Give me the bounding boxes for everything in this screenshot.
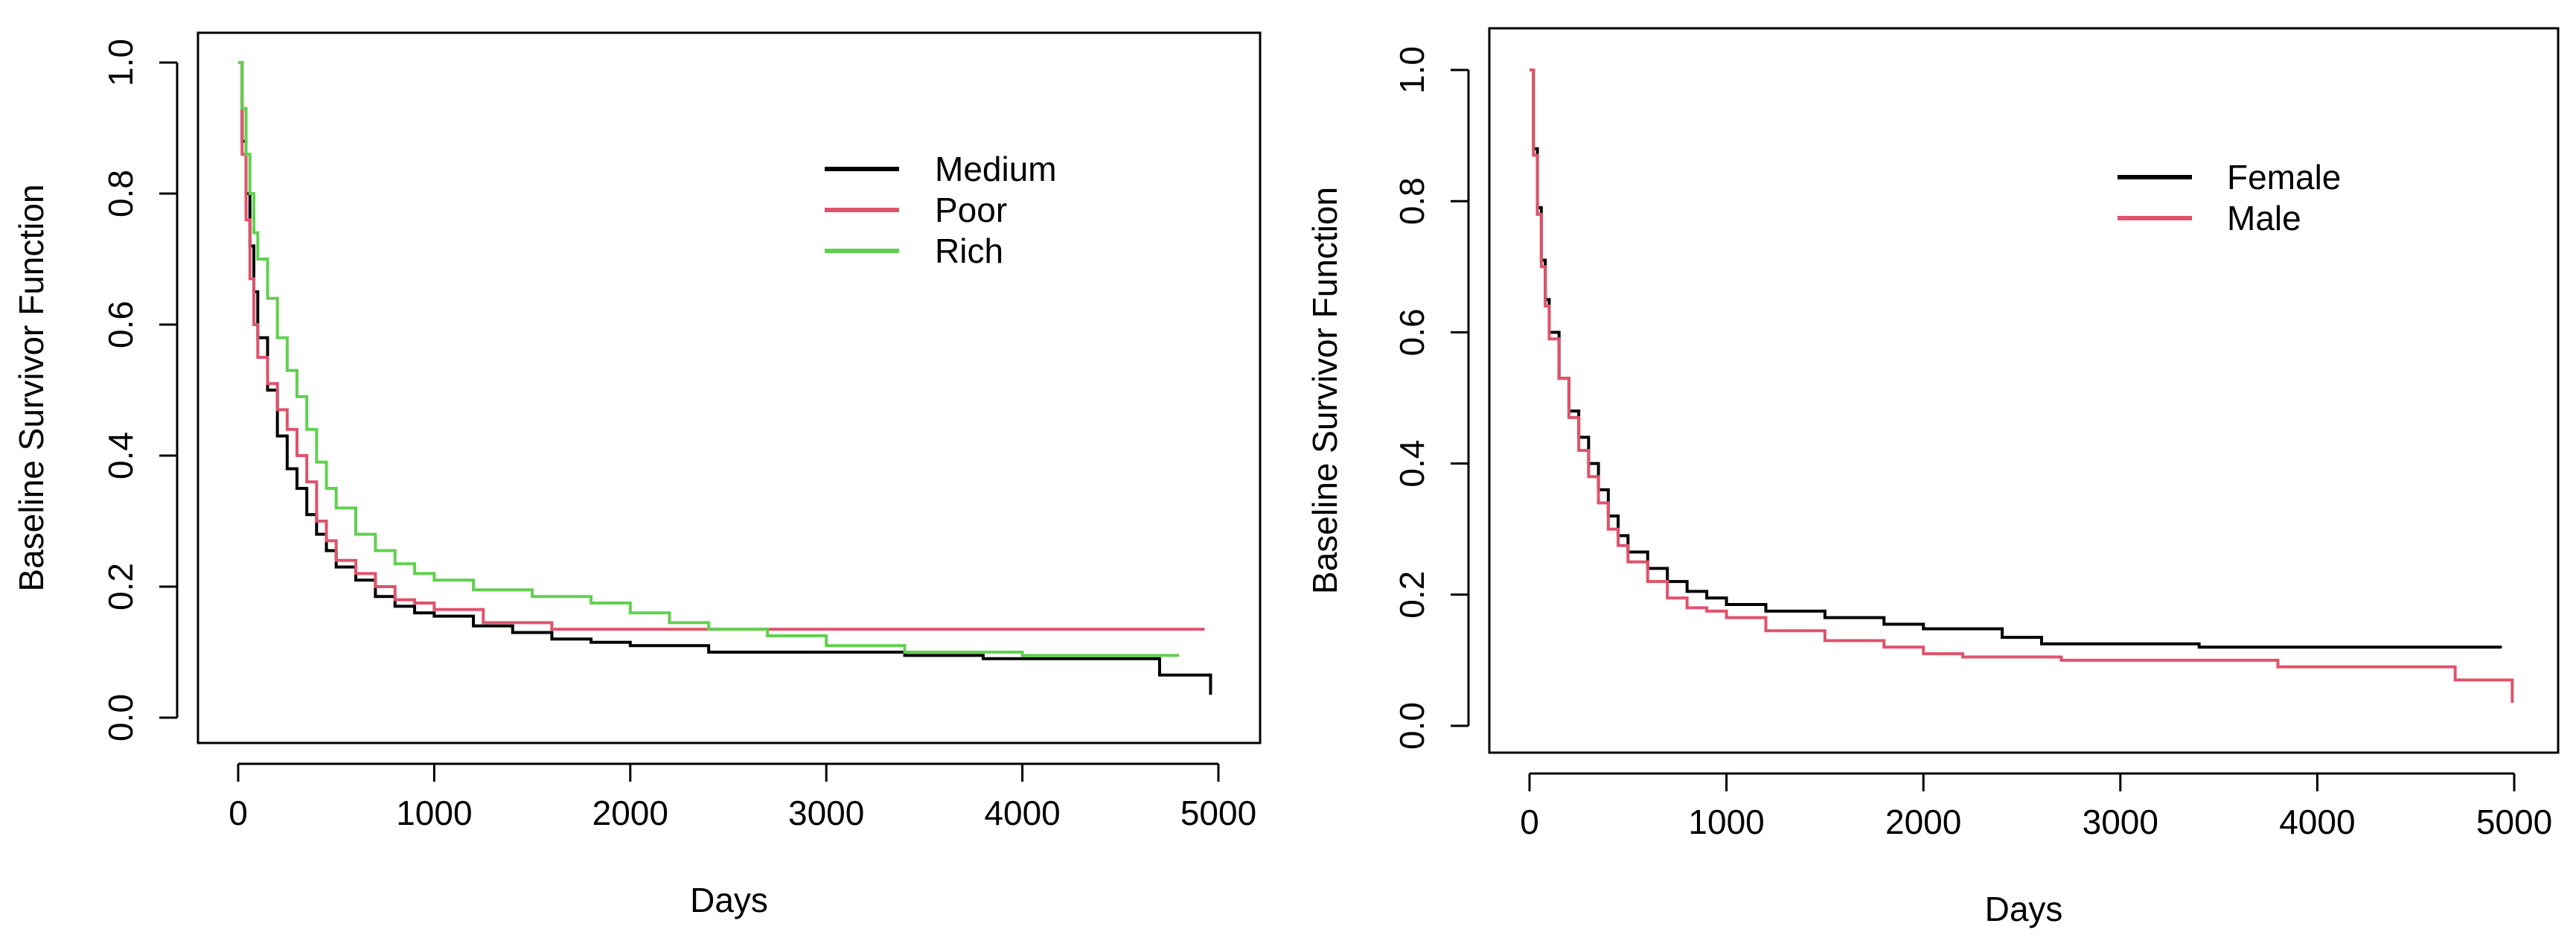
x-tick-label: 3000 bbox=[788, 794, 864, 832]
y-tick-label: 0.6 bbox=[101, 301, 140, 348]
plot-frame bbox=[1488, 27, 2560, 754]
x-tick-label: 5000 bbox=[2476, 803, 2552, 841]
series-line-medium bbox=[238, 61, 1212, 695]
y-tick-label: 0.8 bbox=[1393, 177, 1431, 225]
series-line-male bbox=[1530, 68, 2514, 704]
y-tick-label: 1.0 bbox=[1393, 46, 1431, 94]
x-tick-label: 3000 bbox=[2083, 803, 2158, 841]
chart-panel-2: 0 1000 2000 3000 4000 5000 Days 0.0 0.2 0.4 0.6 0.8… bbox=[1305, 27, 2560, 928]
x-tick-label: 4000 bbox=[984, 794, 1060, 832]
y-axis: 0.0 0.2 0.4 0.6 0.8 1.0 bbox=[1393, 46, 1470, 750]
x-axis-label: Days bbox=[690, 881, 768, 919]
y-axis-label: Baseline Survivor Function bbox=[1305, 187, 1344, 594]
x-tick-label: 1000 bbox=[396, 794, 472, 832]
y-axis-label: Baseline Survivor Function bbox=[12, 184, 51, 591]
y-tick-label: 0.2 bbox=[101, 563, 140, 610]
series-line-female bbox=[1530, 68, 2502, 649]
y-axis: 0.0 0.2 0.4 0.6 0.8 1.0 bbox=[101, 39, 179, 741]
y-tick-label: 0.6 bbox=[1393, 308, 1431, 356]
y-tick-label: 0.0 bbox=[1393, 702, 1431, 750]
series-line-rich bbox=[238, 61, 1180, 657]
y-tick-label: 0.8 bbox=[101, 170, 140, 217]
y-tick-label: 0.4 bbox=[1393, 440, 1431, 488]
legend-label: Male bbox=[2227, 199, 2301, 237]
x-tick-label: 2000 bbox=[1885, 803, 1961, 841]
x-axis: 0 1000 2000 3000 4000 5000 bbox=[228, 762, 1256, 832]
y-tick-label: 1.0 bbox=[101, 39, 140, 86]
series-line-poor bbox=[238, 61, 1205, 631]
x-tick-label: 0 bbox=[1520, 803, 1539, 841]
x-tick-label: 4000 bbox=[2279, 803, 2355, 841]
x-tick-label: 5000 bbox=[1180, 794, 1256, 832]
plot-frame bbox=[196, 31, 1262, 744]
y-tick-label: 0.4 bbox=[101, 432, 140, 479]
chart-panel-1: 0 1000 2000 3000 4000 5000 Days 0.0 0.2 0.4 0.6 0.8… bbox=[12, 31, 1262, 919]
legend-label: Poor bbox=[935, 191, 1007, 229]
y-tick-label: 0.2 bbox=[1393, 571, 1431, 619]
x-tick-label: 2000 bbox=[592, 794, 668, 832]
x-tick-label: 1000 bbox=[1688, 803, 1764, 841]
x-axis-label: Days bbox=[1985, 890, 2063, 928]
legend-label: Rich bbox=[935, 232, 1003, 270]
x-axis: 0 1000 2000 3000 4000 5000 bbox=[1520, 772, 2552, 841]
x-tick-label: 0 bbox=[228, 794, 248, 832]
legend-label: Female bbox=[2227, 158, 2341, 197]
y-tick-label: 0.0 bbox=[101, 694, 140, 741]
legend-label: Medium bbox=[935, 150, 1057, 188]
